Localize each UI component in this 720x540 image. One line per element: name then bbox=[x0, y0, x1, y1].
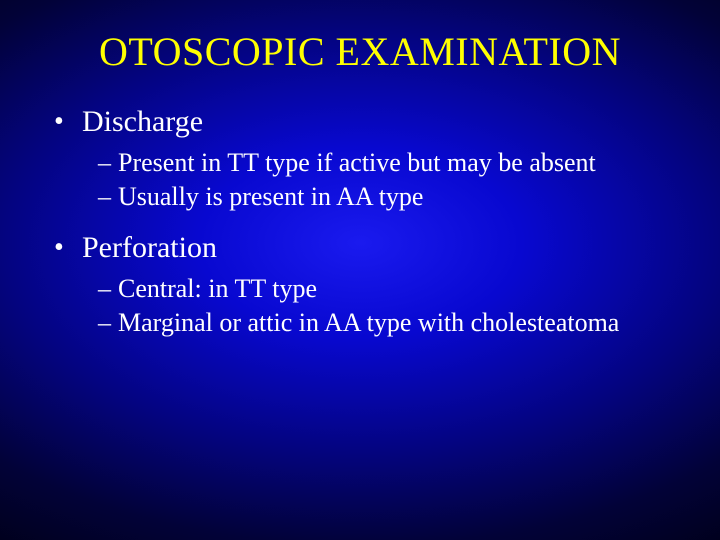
sub-item: – Central: in TT type bbox=[50, 273, 670, 305]
bullet-marker-icon: • bbox=[50, 103, 82, 141]
slide-title: OTOSCOPIC EXAMINATION bbox=[0, 0, 720, 83]
sub-item: – Marginal or attic in AA type with chol… bbox=[50, 307, 670, 339]
bullet-item: • Perforation bbox=[50, 229, 670, 267]
sub-item: – Usually is present in AA type bbox=[50, 181, 670, 213]
sub-item: – Present in TT type if active but may b… bbox=[50, 147, 670, 179]
sub-label: Central: in TT type bbox=[118, 273, 317, 305]
bullet-item: • Discharge bbox=[50, 103, 670, 141]
dash-marker-icon: – bbox=[98, 273, 118, 305]
dash-marker-icon: – bbox=[98, 307, 118, 339]
bullet-marker-icon: • bbox=[50, 229, 82, 267]
sub-label: Present in TT type if active but may be … bbox=[118, 147, 596, 179]
sub-label: Usually is present in AA type bbox=[118, 181, 423, 213]
bullet-label: Perforation bbox=[82, 229, 217, 267]
spacer bbox=[50, 215, 670, 229]
slide: OTOSCOPIC EXAMINATION • Discharge – Pres… bbox=[0, 0, 720, 540]
sub-label: Marginal or attic in AA type with choles… bbox=[118, 307, 619, 339]
dash-marker-icon: – bbox=[98, 147, 118, 179]
slide-body: • Discharge – Present in TT type if acti… bbox=[0, 83, 720, 339]
bullet-label: Discharge bbox=[82, 103, 203, 141]
dash-marker-icon: – bbox=[98, 181, 118, 213]
